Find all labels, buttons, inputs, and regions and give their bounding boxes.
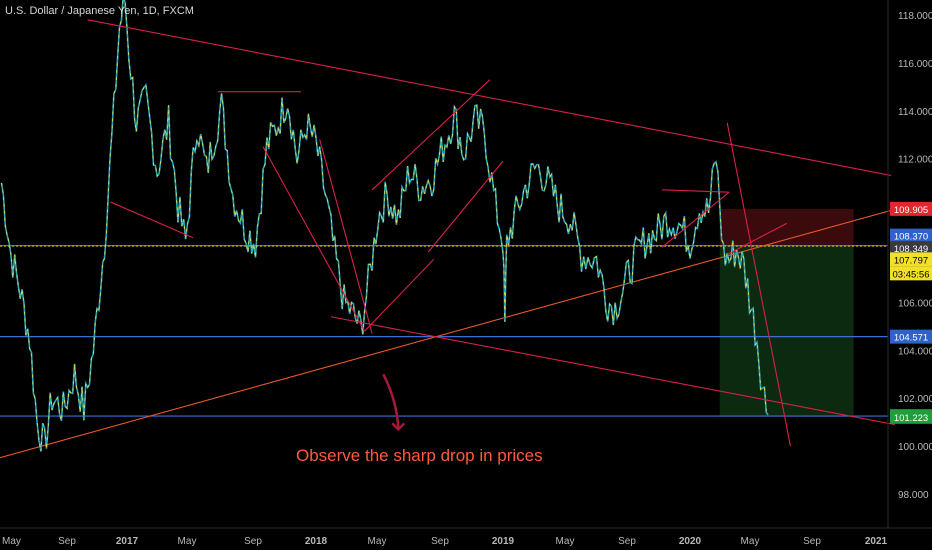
red-trendline-4 xyxy=(262,146,366,332)
price-label-text: 108.349 xyxy=(894,244,928,255)
annotation-arrowhead xyxy=(391,422,406,432)
price-label-text: 03:45:56 xyxy=(893,269,930,280)
x-tick-label: May xyxy=(178,536,197,547)
x-tick-label: 2020 xyxy=(679,536,702,547)
x-tick-label: Sep xyxy=(244,536,262,547)
red-trendline-12 xyxy=(726,222,787,255)
x-tick-label: 2017 xyxy=(116,536,139,547)
x-tick-label: Sep xyxy=(58,536,76,547)
price-label-text: 108.370 xyxy=(894,232,928,243)
x-tick-label: May xyxy=(368,536,387,547)
x-tick-label: May xyxy=(556,536,575,547)
y-tick-label: 116.000 xyxy=(898,59,932,70)
y-tick-label: 104.000 xyxy=(898,346,932,357)
price-label-box xyxy=(890,228,932,243)
price-label-box xyxy=(890,201,932,216)
price-label-text: 104.571 xyxy=(894,333,928,344)
red-trendline-3 xyxy=(330,316,895,426)
red-trendline-8 xyxy=(319,139,373,334)
y-tick-label: 100.000 xyxy=(898,442,932,453)
red-trendline-11 xyxy=(726,122,791,447)
chart-title: U.S. Dollar / Japanese Yen, 1D, FXCM xyxy=(5,5,194,17)
price-label-box xyxy=(890,241,932,256)
x-tick-label: May xyxy=(741,536,760,547)
y-tick-label: 118.000 xyxy=(898,11,932,22)
price-series-highlight xyxy=(1,0,769,452)
price-label-box xyxy=(890,266,932,281)
x-tick-label: Sep xyxy=(431,536,449,547)
orange-trendline xyxy=(0,203,914,459)
y-tick-label: 102.000 xyxy=(898,394,932,405)
price-label-box xyxy=(890,329,932,344)
price-label-box xyxy=(890,409,932,424)
annotation-arrow xyxy=(382,373,400,430)
red-trendline-6 xyxy=(371,79,491,191)
x-tick-label: 2019 xyxy=(492,536,515,547)
y-tick-label: 98.000 xyxy=(898,490,929,501)
y-tick-label: 112.000 xyxy=(898,155,932,166)
x-tick-label: 2021 xyxy=(865,536,888,547)
red-trendline-2 xyxy=(109,201,194,239)
red-trendline-10 xyxy=(661,189,730,193)
annotation-text: Observe the sharp drop in prices xyxy=(296,446,543,465)
x-tick-label: Sep xyxy=(803,536,821,547)
x-tick-label: 2018 xyxy=(305,536,328,547)
price-label-box xyxy=(890,252,932,267)
price-label-text: 107.797 xyxy=(894,255,928,266)
red-trendline-0 xyxy=(87,19,892,177)
y-tick-label: 114.000 xyxy=(898,107,932,118)
price-label-text: 109.905 xyxy=(894,205,928,216)
y-tick-label: 106.000 xyxy=(898,298,932,309)
x-tick-label: May xyxy=(2,536,21,547)
red-trendline-5 xyxy=(364,258,435,332)
price-label-text: 101.223 xyxy=(894,413,928,424)
x-tick-label: Sep xyxy=(618,536,636,547)
red-trendline-7 xyxy=(427,160,504,253)
target-zone xyxy=(719,246,854,417)
stop-zone xyxy=(719,208,854,247)
red-trendline-9 xyxy=(661,191,730,248)
